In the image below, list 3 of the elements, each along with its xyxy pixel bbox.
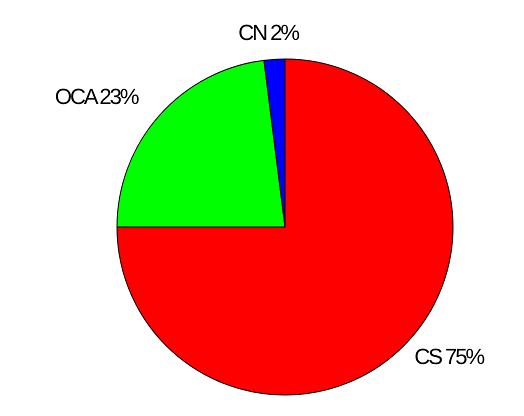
slice-label: CN 2%	[238, 20, 300, 45]
slice-label: CS 75%	[414, 344, 484, 369]
slice-label: OCA 23%	[54, 84, 139, 109]
